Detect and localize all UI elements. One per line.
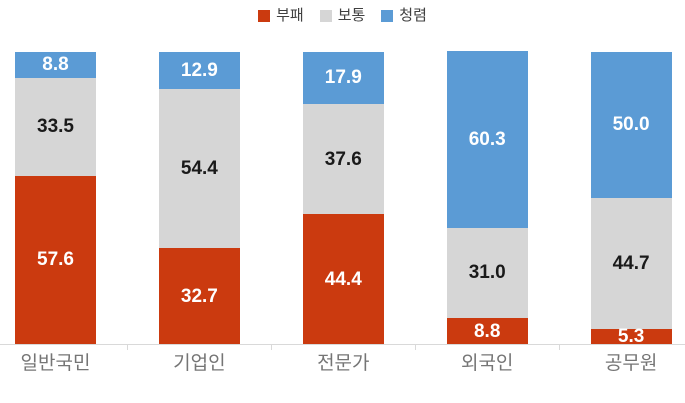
x-axis-tick	[127, 344, 129, 350]
bar-column-1: 57.6 33.5 8.8	[15, 51, 96, 344]
data-label-corrupt-4: 8.8	[473, 320, 501, 342]
data-label-moderate-1: 33.5	[37, 116, 74, 138]
data-label-corrupt-1: 57.6	[37, 249, 74, 271]
legend-item-moderate: 보통	[319, 7, 366, 24]
data-label-clean-4: 60.3	[468, 128, 506, 150]
segment-corrupt-5: 5.3	[590, 325, 672, 347]
x-axis-tick	[271, 344, 273, 350]
data-label-moderate-5: 44.7	[612, 252, 650, 274]
legend-label: 청렴	[399, 7, 427, 24]
category-label-3: 전문가	[317, 353, 370, 374]
category-label-5: 공무원	[604, 353, 658, 374]
data-label-clean-5: 50.0	[612, 114, 650, 136]
bar-column-4: 8.8 31.0 60.3	[446, 51, 528, 344]
data-label-moderate-3: 37.6	[324, 148, 362, 170]
x-axis-tick	[559, 344, 561, 350]
data-label-moderate-4: 31.0	[468, 262, 506, 284]
segment-clean-5: 50.0	[590, 51, 672, 198]
segment-moderate-3: 37.6	[302, 104, 384, 215]
data-label-corrupt-3: 44.4	[324, 268, 362, 290]
x-axis-line	[0, 344, 685, 345]
segment-moderate-4: 31.0	[446, 227, 528, 319]
legend-label: 부패	[276, 7, 304, 24]
x-axis-tick	[415, 344, 417, 350]
category-label-1: 일반국민	[20, 353, 91, 374]
segment-moderate-1: 33.5	[15, 77, 96, 176]
segment-corrupt-4: 8.8	[446, 318, 528, 344]
segment-moderate-5: 44.7	[590, 197, 672, 329]
bar-column-2: 32.7 54.4 12.9	[158, 51, 240, 344]
category-label-4: 외국인	[460, 353, 514, 374]
segment-corrupt-2: 32.7	[158, 248, 240, 344]
data-label-clean-3: 17.9	[324, 67, 362, 89]
segment-clean-2: 12.9	[158, 51, 240, 90]
segment-corrupt-1: 57.6	[15, 175, 96, 344]
legend-swatch-icon	[258, 9, 271, 22]
data-label-corrupt-2: 32.7	[180, 285, 218, 307]
data-label-clean-2: 12.9	[180, 59, 218, 81]
data-label-clean-1: 8.8	[42, 54, 69, 76]
segment-corrupt-3: 44.4	[302, 214, 384, 344]
data-label-moderate-2: 54.4	[180, 158, 218, 180]
segment-clean-1: 8.8	[15, 51, 96, 78]
legend-label: 보통	[337, 7, 366, 24]
legend-swatch-icon	[319, 9, 332, 22]
bar-column-3: 44.4 37.6 17.9	[302, 51, 384, 344]
legend-swatch-icon	[381, 9, 394, 22]
bar-column-5: 5.3 44.7 50.0	[590, 51, 672, 347]
legend-item-corrupt: 부패	[258, 8, 304, 23]
legend-item-clean: 청렴	[381, 8, 427, 23]
segment-moderate-2: 54.4	[158, 89, 240, 249]
data-label-corrupt-5: 5.3	[617, 325, 645, 347]
segment-clean-3: 17.9	[302, 51, 384, 105]
chart-legend: 부패 보통 청렴	[0, 8, 685, 23]
category-label-2: 기업인	[173, 353, 226, 374]
segment-clean-4: 60.3	[446, 51, 528, 228]
